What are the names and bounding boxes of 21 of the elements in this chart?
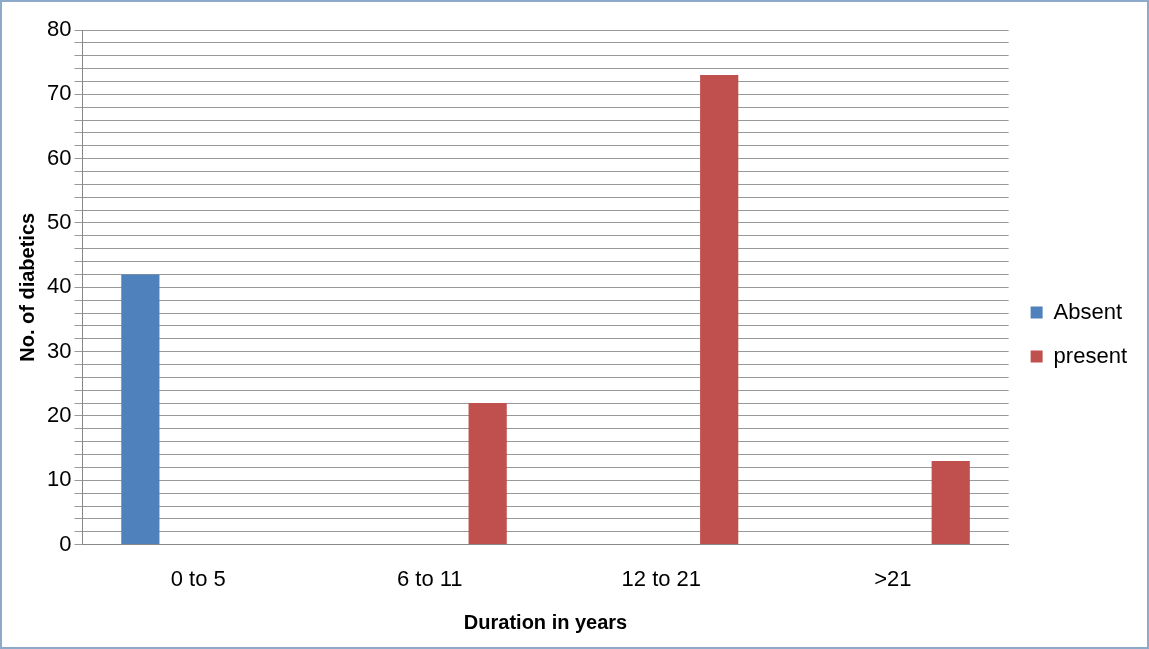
bar xyxy=(121,274,160,545)
y-tick-label: 30 xyxy=(46,337,72,363)
y-axis-title: No. of diabetics xyxy=(15,212,38,362)
y-tick-label: 10 xyxy=(46,466,72,492)
bar xyxy=(700,75,739,545)
y-tick-label: 60 xyxy=(46,144,72,170)
bar xyxy=(468,403,507,545)
y-tick-label: 0 xyxy=(59,530,72,556)
x-tick-label: 6 to 11 xyxy=(396,565,463,591)
bar xyxy=(931,460,970,545)
legend-label: present xyxy=(1053,342,1128,368)
legend-label: Absent xyxy=(1053,298,1123,324)
x-tick-label: 12 to 21 xyxy=(621,565,702,591)
y-tick-label: 50 xyxy=(46,209,72,235)
x-tick-label: >21 xyxy=(874,565,912,591)
x-tick-label: 0 to 5 xyxy=(170,565,226,591)
y-tick-label: 80 xyxy=(46,16,72,42)
y-tick-label: 70 xyxy=(46,80,72,106)
y-tick-label: 20 xyxy=(46,402,72,428)
y-tick-label: 40 xyxy=(46,273,72,299)
x-axis-title: Duration in years xyxy=(463,610,628,633)
